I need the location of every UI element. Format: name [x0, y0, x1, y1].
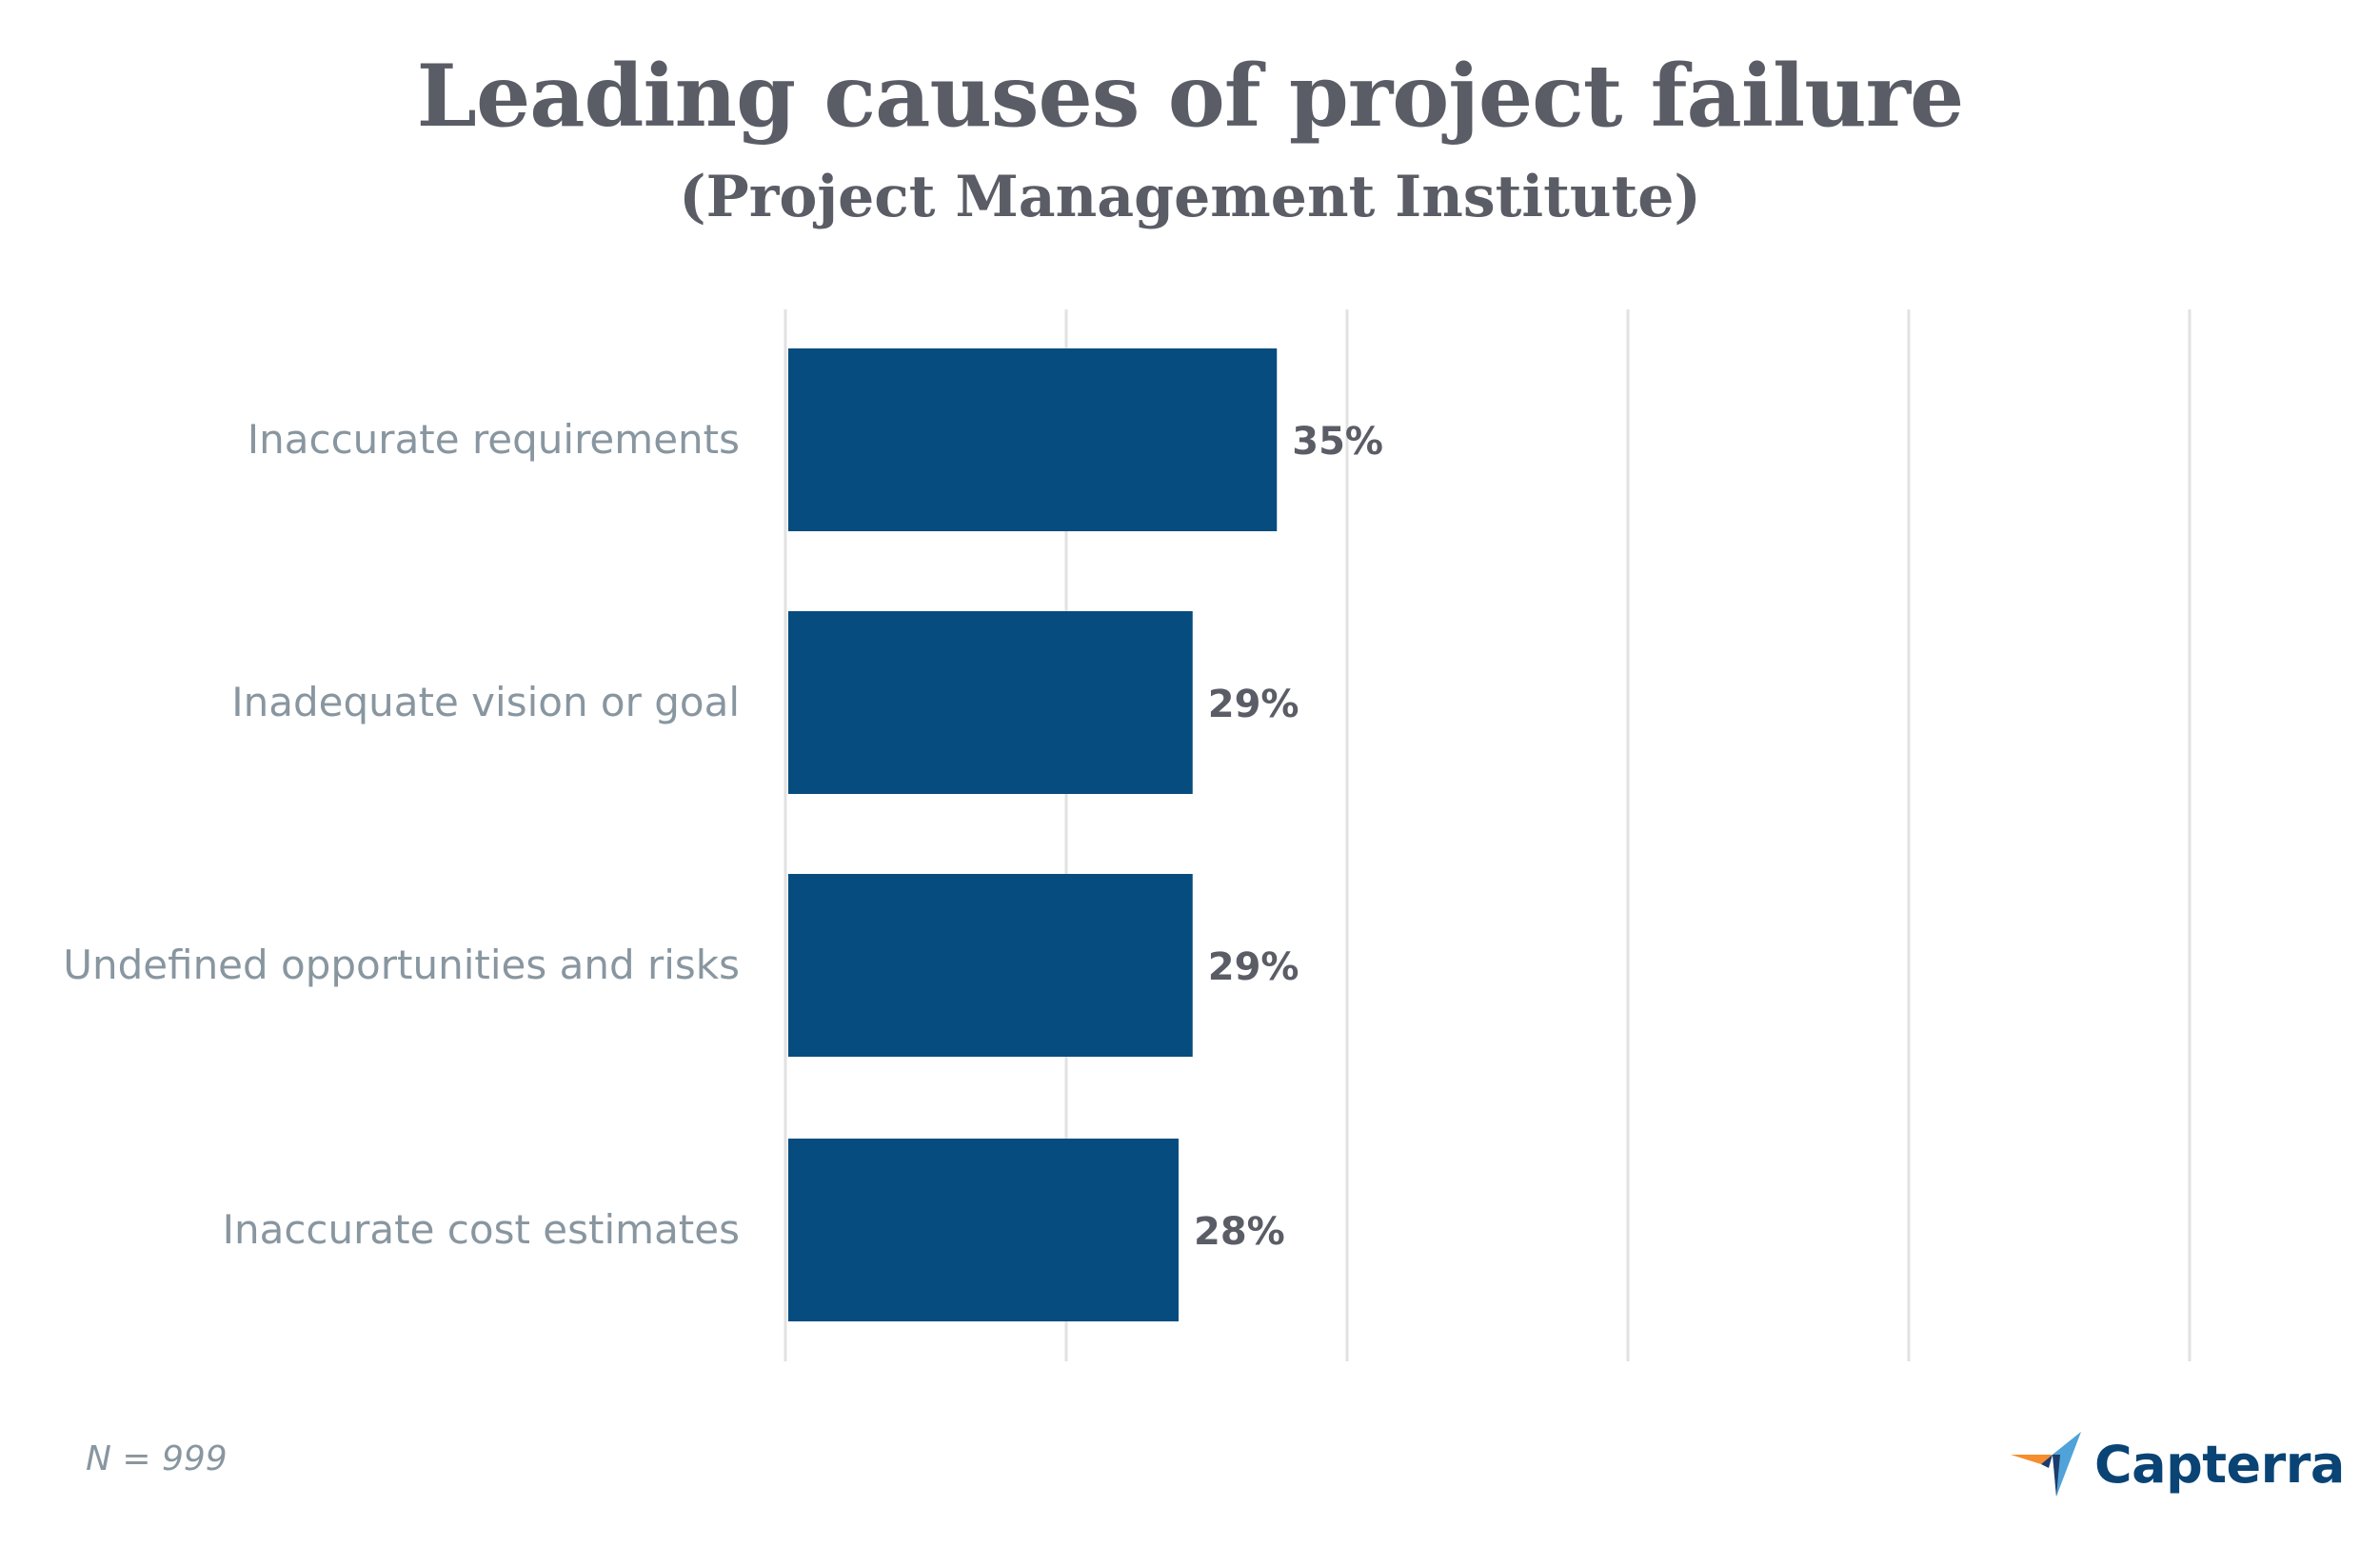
chart-title: Leading causes of project failure	[416, 46, 1965, 147]
bar-chart: Inaccurate requirements 35% Inadequate vis…	[63, 309, 2192, 1361]
value-label-1: 35%	[1292, 420, 1383, 464]
bar-3	[788, 874, 1193, 1057]
category-label-1: Inaccurate requirements	[248, 416, 740, 463]
gridlines	[783, 309, 2192, 1361]
brand-name: Capterra	[2094, 1434, 2345, 1495]
value-label-4: 28%	[1194, 1210, 1285, 1254]
category-label-2: Inadequate vision or goal	[231, 679, 740, 725]
bars	[788, 348, 1278, 1321]
category-label-3: Undefined opportunities and risks	[63, 942, 740, 988]
chart-subtitle: (Project Management Institute)	[679, 164, 1701, 230]
category-label-4: Inaccurate cost estimates	[223, 1206, 740, 1253]
value-label-2: 29%	[1208, 683, 1299, 726]
value-label-3: 29%	[1208, 945, 1299, 989]
bar-1	[788, 348, 1278, 531]
capterra-arrow-icon	[2011, 1432, 2081, 1497]
sample-size-note: N = 999	[86, 1439, 228, 1478]
brand-logo: Capterra	[2011, 1426, 2345, 1502]
bar-4	[788, 1139, 1179, 1321]
labels: Inaccurate requirements 35% Inadequate vis…	[63, 416, 1383, 1254]
bar-2	[788, 611, 1193, 794]
